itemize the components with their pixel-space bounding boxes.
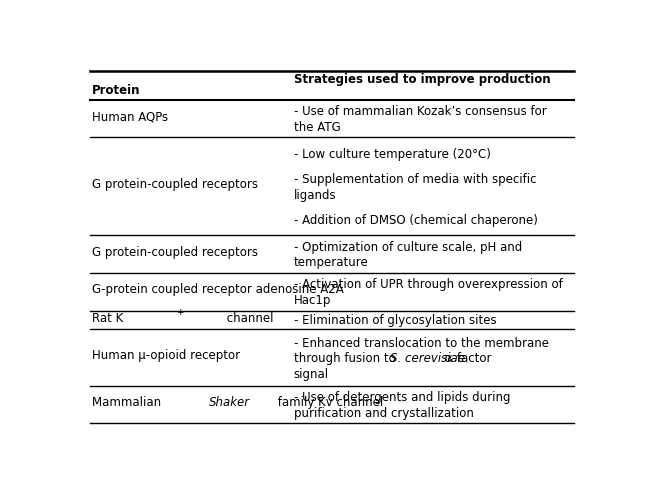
- Text: G protein-coupled receptors: G protein-coupled receptors: [92, 178, 258, 191]
- Text: Human μ-opioid receptor: Human μ-opioid receptor: [92, 349, 240, 362]
- Text: Strategies used to improve production: Strategies used to improve production: [293, 73, 550, 86]
- Text: - Supplementation of media with specific: - Supplementation of media with specific: [293, 173, 536, 186]
- Text: α-factor: α-factor: [441, 352, 492, 365]
- Text: Shaker: Shaker: [209, 396, 250, 409]
- Text: ligands: ligands: [293, 188, 336, 201]
- Text: S. cerevisiae: S. cerevisiae: [390, 352, 465, 365]
- Text: Rat K: Rat K: [92, 311, 123, 324]
- Text: signal: signal: [293, 368, 329, 381]
- Text: G protein-coupled receptors: G protein-coupled receptors: [92, 246, 258, 259]
- Text: - Use of mammalian Kozak’s consensus for: - Use of mammalian Kozak’s consensus for: [293, 106, 547, 119]
- Text: channel: channel: [224, 311, 274, 324]
- Text: Mammalian: Mammalian: [92, 396, 165, 409]
- Text: - Activation of UPR through overexpression of: - Activation of UPR through overexpressi…: [293, 279, 562, 292]
- Text: - Low culture temperature (20°C): - Low culture temperature (20°C): [293, 148, 490, 161]
- Text: purification and crystallization: purification and crystallization: [293, 407, 474, 420]
- Text: family Kv channel: family Kv channel: [275, 396, 384, 409]
- Text: - Addition of DMSO (chemical chaperone): - Addition of DMSO (chemical chaperone): [293, 214, 537, 227]
- Text: +: +: [176, 308, 184, 317]
- Text: G-protein coupled receptor adenosine A2A: G-protein coupled receptor adenosine A2A: [92, 283, 344, 296]
- Text: temperature: temperature: [293, 256, 368, 269]
- Text: through fusion to: through fusion to: [293, 352, 399, 365]
- Text: - Use of detergents and lipids during: - Use of detergents and lipids during: [293, 391, 510, 404]
- Text: - Elimination of glycosylation sites: - Elimination of glycosylation sites: [293, 314, 496, 327]
- Text: Protein: Protein: [92, 83, 141, 96]
- Text: Human AQPs: Human AQPs: [92, 110, 169, 123]
- Text: - Enhanced translocation to the membrane: - Enhanced translocation to the membrane: [293, 336, 548, 349]
- Text: Hac1p: Hac1p: [293, 294, 331, 307]
- Text: the ATG: the ATG: [293, 121, 340, 134]
- Text: - Optimization of culture scale, pH and: - Optimization of culture scale, pH and: [293, 241, 522, 254]
